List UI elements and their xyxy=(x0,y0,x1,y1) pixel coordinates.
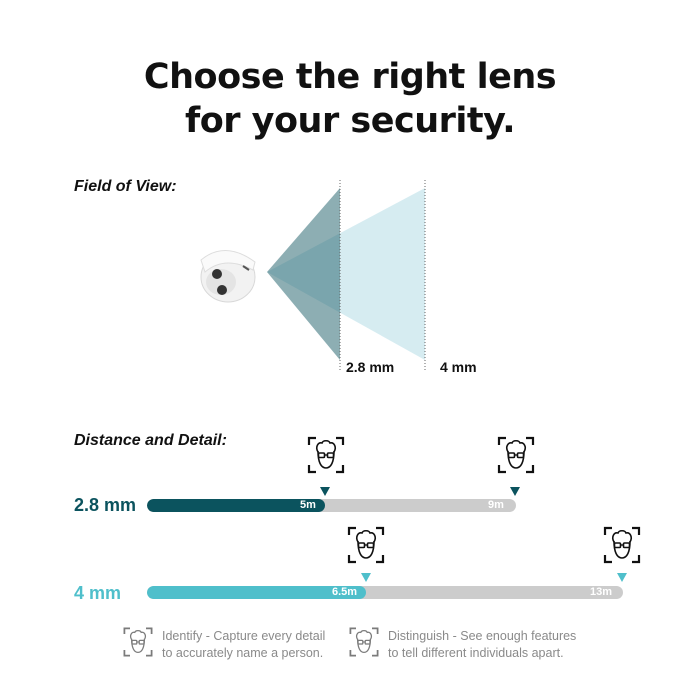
fov-cone-2.8mm xyxy=(267,188,340,360)
title-line-2: for your security. xyxy=(184,101,516,141)
identify-face-icon xyxy=(347,526,385,564)
identify-legend-line-2: to accurately name a person. xyxy=(162,646,324,660)
fov-label-4mm: 4 mm xyxy=(440,359,477,375)
identify-face-icon xyxy=(307,436,345,474)
fov-heading: Field of View: xyxy=(74,178,177,195)
marker-4mm-distinguish xyxy=(617,573,627,582)
row-label-2.8mm: 2.8 mm xyxy=(74,495,137,515)
identify-legend-icon xyxy=(123,627,153,657)
marker-4mm-identify xyxy=(361,573,371,582)
identify-legend-line-1: Identify - Capture every detail xyxy=(162,629,326,643)
marker-2.8mm-identify xyxy=(320,487,330,496)
distinguish-legend-text: Distinguish - See enough features to tel… xyxy=(388,628,576,662)
distinguish-legend-line-1: Distinguish - See enough features xyxy=(388,629,577,643)
fov-diagram xyxy=(267,180,426,372)
distinguish-face-icon xyxy=(497,436,535,474)
fov-cone-4mm xyxy=(267,188,425,360)
title-line-1: Choose the right lens xyxy=(143,57,557,97)
distance-bar-2.8mm: 5m 9m xyxy=(147,499,516,512)
distinguish-legend-line-2: to tell different individuals apart. xyxy=(388,646,564,660)
identify-distance: 5m xyxy=(300,499,316,511)
distinguish-legend-icon xyxy=(349,627,379,657)
page-title: Choose the right lens for your security. xyxy=(0,55,700,143)
identify-distance: 6.5m xyxy=(332,586,358,598)
distinguish-face-icon xyxy=(603,526,641,564)
fov-label-2.8mm: 2.8 mm xyxy=(346,359,395,375)
identify-legend-text: Identify - Capture every detail to accur… xyxy=(162,628,325,662)
distinguish-distance: 9m xyxy=(488,499,504,511)
distance-heading: Distance and Detail: xyxy=(74,432,227,449)
identify-range-fill xyxy=(147,499,325,512)
distance-bar-4mm: 6.5m 13m xyxy=(147,586,623,599)
dome-camera-image xyxy=(200,250,256,303)
distinguish-distance: 13m xyxy=(590,586,613,598)
row-label-4mm: 4 mm xyxy=(74,583,122,603)
identify-range-fill xyxy=(147,586,366,599)
marker-2.8mm-distinguish xyxy=(510,487,520,496)
